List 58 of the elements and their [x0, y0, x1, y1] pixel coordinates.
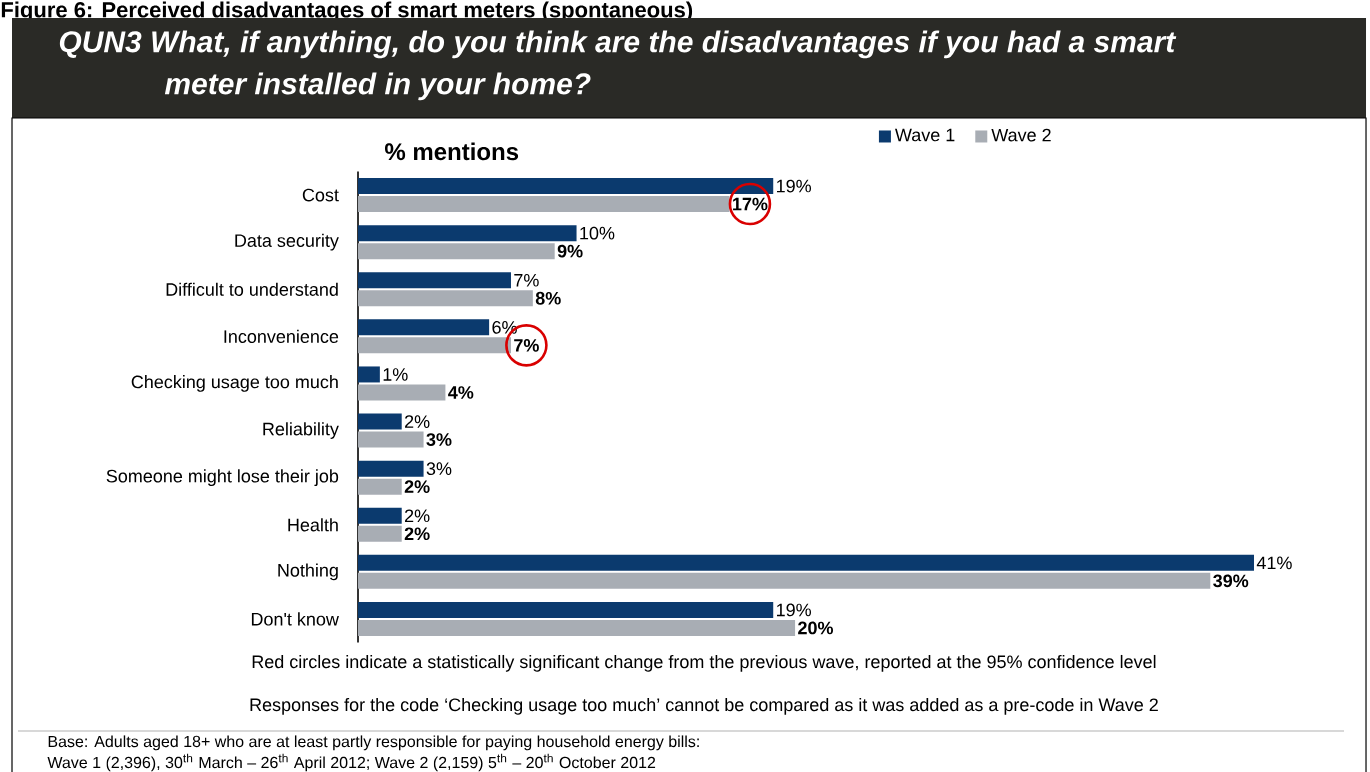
data-label: 7% — [514, 273, 539, 287]
text: Base: Adults aged 18+ who are at least partly responsible for paying household energy bills: — [48, 735, 699, 751]
data-label: 7% — [514, 339, 539, 352]
data-label: 10% — [580, 226, 615, 240]
bar — [358, 178, 774, 195]
y-tick-label: Someone might lose their job — [106, 469, 339, 487]
bar — [358, 619, 796, 636]
bar — [358, 431, 424, 448]
data-label: 2% — [404, 527, 430, 541]
bar — [358, 413, 402, 430]
data-label: 2% — [405, 509, 430, 523]
y-tick-label: Reliability — [263, 422, 339, 439]
y-tick-label: Nothing — [278, 563, 338, 581]
data-label: 19% — [777, 179, 812, 193]
data-label: 2% — [404, 480, 430, 493]
data-label: 4% — [448, 386, 474, 399]
bar — [358, 554, 1255, 571]
bar — [358, 601, 774, 618]
text: Wave 1 (2,396), 30$^{th}$ March – 26$^{th}$ April 2012; Wave 2 (2,159) 5$^{th}$ – 20$^{th}$ October 2012 — [47, 753, 656, 772]
bar — [358, 525, 402, 542]
data-label: 19% — [777, 603, 812, 617]
data-label: 17% — [733, 197, 768, 211]
bar — [358, 290, 533, 307]
data-label: 9% — [557, 244, 583, 258]
data-label: 39% — [1213, 574, 1249, 588]
x-axis-title: % mentions — [385, 142, 519, 161]
data-label: 3% — [426, 462, 452, 476]
text: Red circles indicate a statistically significant change from the previous wave, reported at the 95% confidence level — [252, 654, 1156, 672]
y-tick-label: Cost — [302, 188, 339, 202]
data-label: 8% — [535, 291, 561, 305]
data-label: 1% — [383, 368, 408, 381]
y-tick-label: Difficult to understand — [166, 282, 338, 296]
y-tick-label: Data security — [235, 233, 339, 251]
legend-label: Wave 1 — [895, 128, 955, 142]
bar — [358, 478, 402, 495]
y-tick-label: Don't know — [251, 612, 339, 626]
bar — [358, 507, 402, 524]
data-label: 20% — [798, 621, 834, 635]
bar — [358, 243, 555, 260]
bar — [358, 384, 446, 401]
text: Responses for the code ‘Checking usage too much’ cannot be compared as it was added as a pre-code in Wave 2 — [250, 697, 1158, 715]
y-tick-label: Checking usage too much — [131, 375, 338, 392]
data-label: 6% — [492, 320, 517, 334]
data-label: 2% — [405, 415, 430, 428]
bar — [358, 460, 424, 477]
bar — [358, 196, 730, 213]
bar — [358, 225, 577, 242]
legend-label: Wave 2 — [991, 128, 1051, 142]
data-label: 3% — [426, 433, 452, 446]
chart-subtitle: QUN3 What, if anything, do you think are the disadvantages if you had a smart meter installed in your home? — [59, 30, 1177, 101]
y-tick-label: Health — [288, 518, 338, 532]
data-label: 41% — [1256, 556, 1292, 570]
bar — [358, 272, 511, 289]
y-tick-label: Inconvenience — [224, 329, 339, 343]
bar — [358, 319, 490, 336]
bar — [358, 337, 511, 354]
bar — [358, 572, 1211, 589]
bar — [358, 366, 380, 383]
